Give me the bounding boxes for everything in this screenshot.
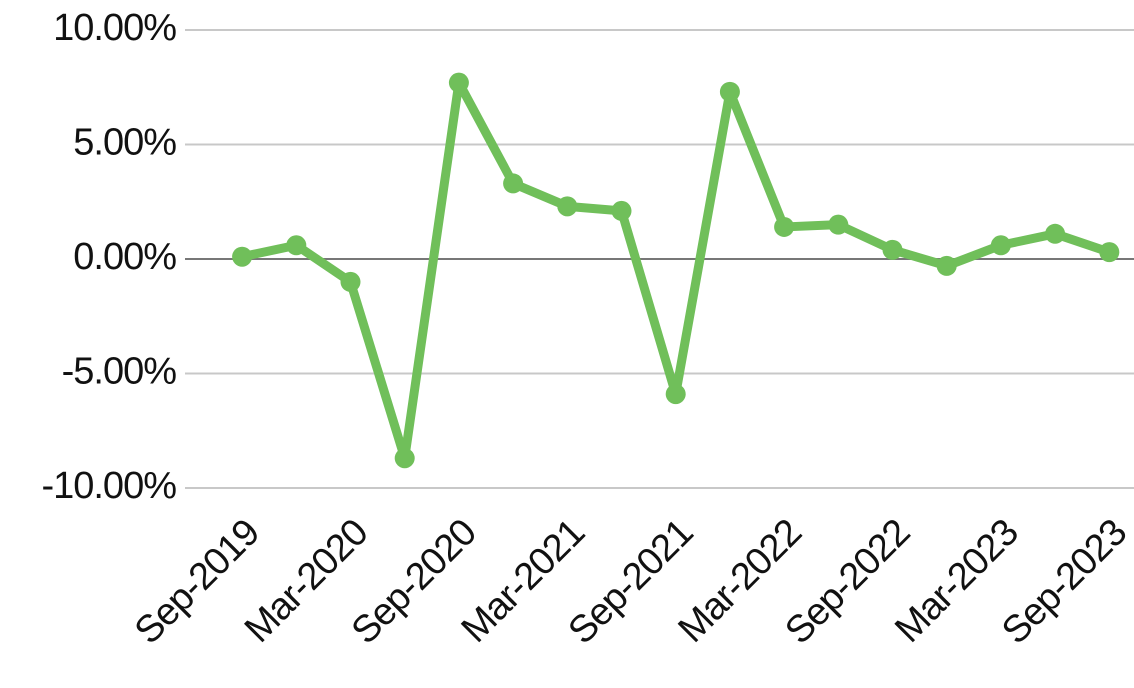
- point: [1099, 242, 1120, 263]
- point: [719, 81, 740, 102]
- point: [990, 235, 1011, 256]
- point: [828, 214, 849, 235]
- y-tick-label: 10.00%: [53, 7, 176, 49]
- point: [774, 216, 795, 237]
- y-tick-label: 0.00%: [73, 236, 176, 278]
- point: [340, 271, 361, 292]
- point: [557, 196, 578, 217]
- y-tick-label: 5.00%: [73, 122, 176, 164]
- point: [611, 200, 632, 221]
- point: [394, 448, 415, 469]
- point: [448, 72, 469, 93]
- point: [1045, 223, 1066, 244]
- point: [503, 173, 524, 194]
- point: [232, 246, 253, 267]
- y-tick-label: -10.00%: [41, 465, 176, 507]
- point: [286, 235, 307, 256]
- point: [665, 384, 686, 405]
- point: [936, 255, 957, 276]
- point: [882, 239, 903, 260]
- y-tick-label: -5.00%: [62, 351, 177, 393]
